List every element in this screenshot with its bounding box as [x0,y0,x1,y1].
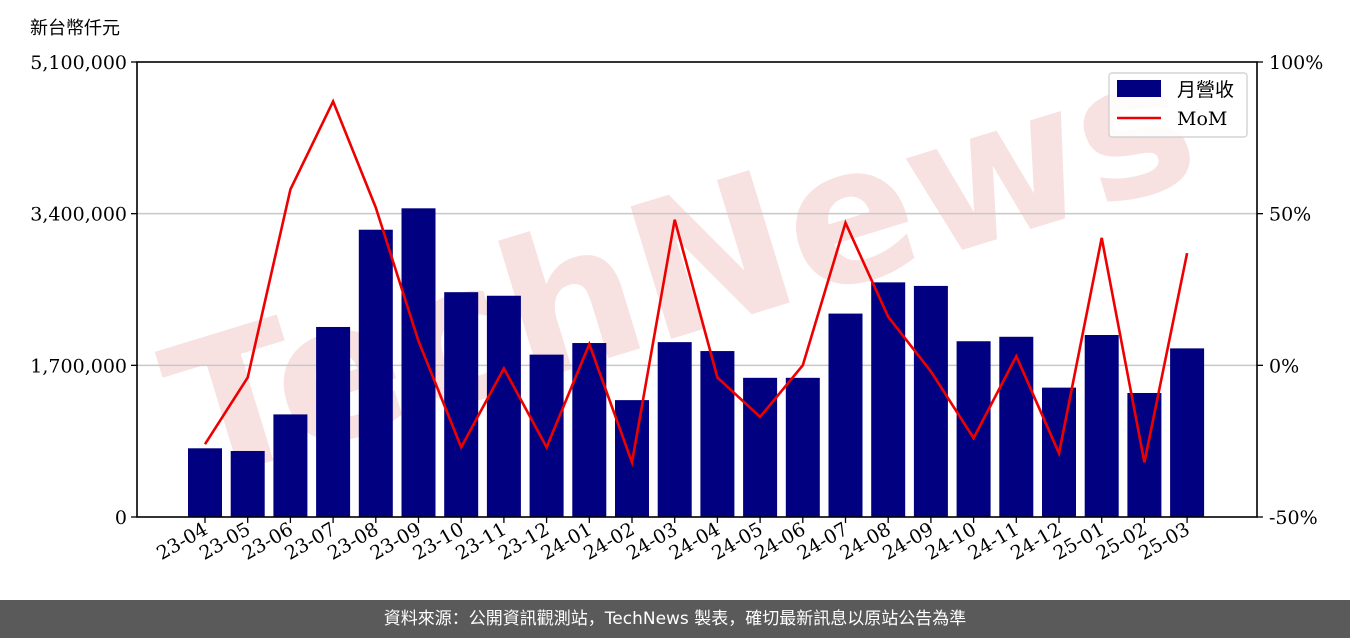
right-axis: -50% 0% 50% 100% [1257,52,1323,529]
bar-24-06 [785,377,820,517]
left-tick-label: 5,100,000 [30,52,127,74]
legend-bar-swatch [1117,80,1161,97]
bar-25-03 [1170,348,1205,517]
bar-24-05 [743,377,778,517]
legend-bar-label: 月營收 [1177,79,1234,101]
revenue-bars [188,208,1205,517]
source-footer: 資料來源：公開資訊觀測站，TechNews 製表，確切最新訊息以原站公告為準 [0,600,1350,638]
x-axis: 23-0423-0523-0623-0723-0823-0923-1023-11… [153,517,1194,565]
bar-23-06 [273,414,308,517]
bar-23-11 [486,295,521,517]
left-tick-label: 3,400,000 [30,204,127,226]
bar-25-01 [1084,335,1119,517]
bar-23-05 [230,450,265,517]
left-axis: 0 1,700,000 3,400,000 5,100,000 [30,52,137,529]
y-axis-label: 新台幣仟元 [30,18,120,39]
bar-23-09 [401,208,436,517]
bar-24-07 [828,313,863,517]
right-tick-label: 100% [1269,52,1323,74]
mom-line-layer [203,98,1189,468]
bar-23-08 [358,229,393,517]
plot-frame [136,61,1258,518]
bar-23-04 [188,448,222,517]
bar-23-12 [529,354,564,517]
bar-25-02 [1127,392,1162,517]
left-tick-label: 1,700,000 [30,355,127,377]
mom-line [203,98,1189,468]
legend: 月營收 MoM [1108,72,1248,138]
bar-24-08 [871,282,906,517]
left-tick-label: 0 [115,507,127,529]
right-tick-label: -50% [1269,507,1318,529]
bar-24-10 [956,341,991,517]
legend-line-label: MoM [1177,108,1227,130]
bar-24-03 [657,342,692,517]
bar-24-01 [572,343,607,517]
bar-23-10 [444,292,479,517]
bar-24-09 [913,285,948,517]
right-tick-label: 50% [1269,204,1311,226]
bar-24-11 [999,336,1034,517]
right-tick-label: 0% [1269,355,1299,377]
bar-23-07 [316,326,351,517]
